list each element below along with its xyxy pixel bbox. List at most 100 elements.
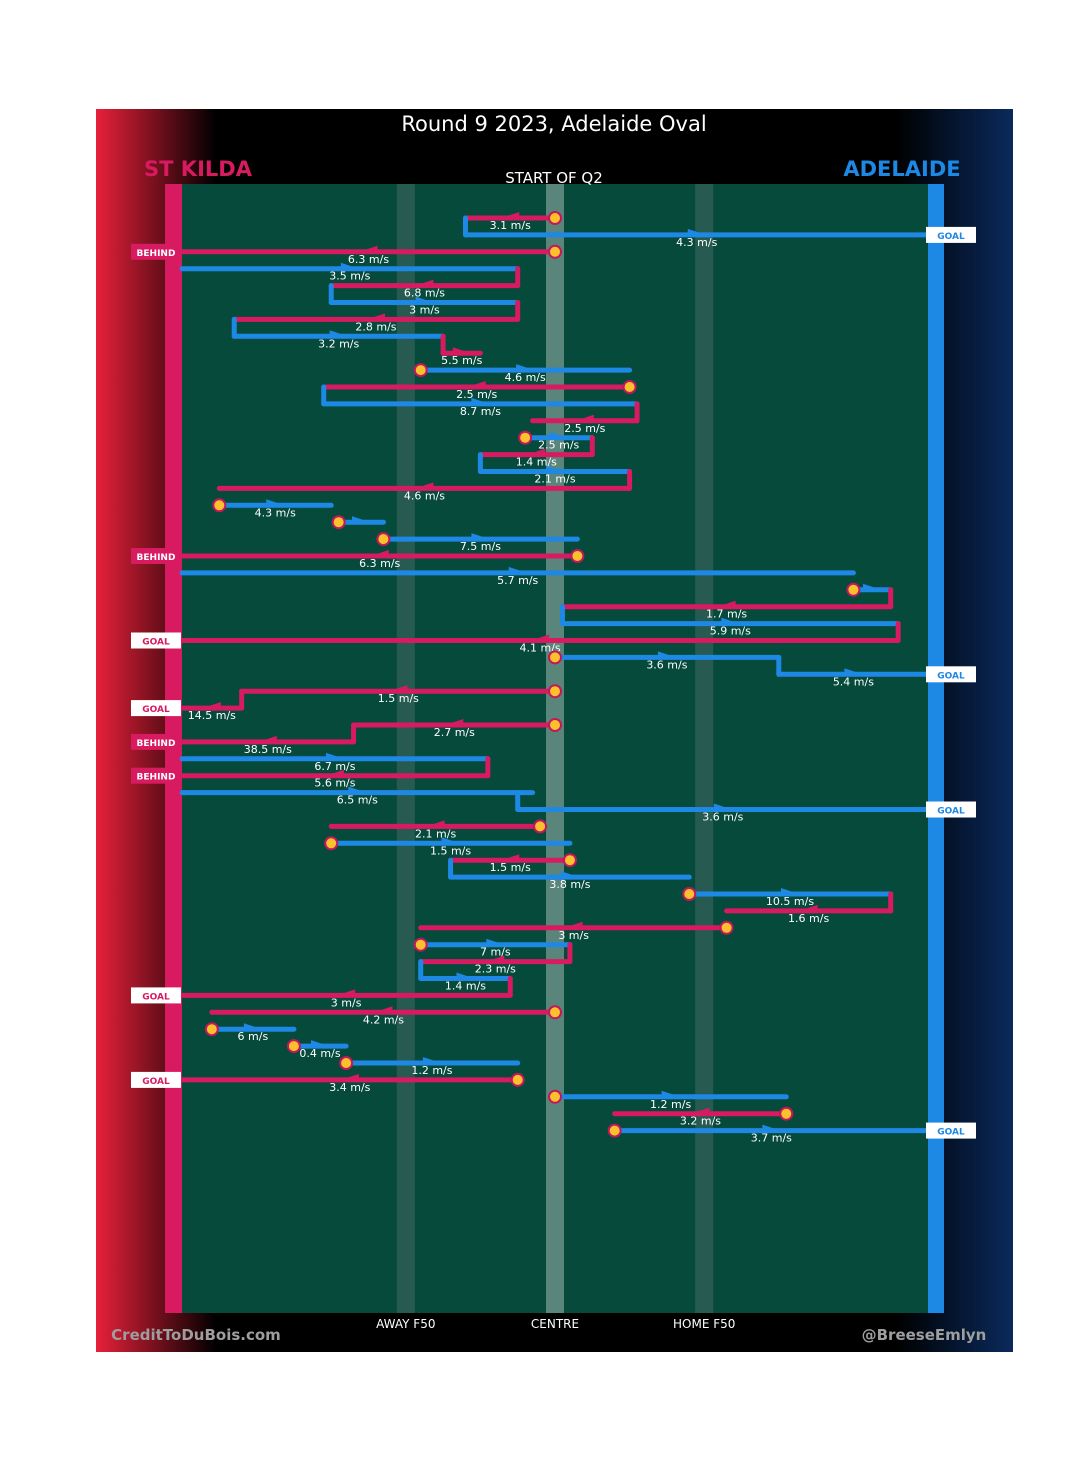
speed-label-53: 3.2 m/s <box>680 1115 721 1128</box>
direction-arrow-32 <box>325 752 344 760</box>
direction-arrow-44 <box>486 955 505 963</box>
speed-label-30: 2.7 m/s <box>434 726 475 739</box>
start-marker-38 <box>562 853 577 868</box>
speed-label-31: 38.5 m/s <box>244 743 292 756</box>
field-line-1 <box>546 184 564 1313</box>
field-lines <box>396 184 714 1313</box>
chains <box>179 212 931 1134</box>
direction-arrow-12 <box>575 414 594 422</box>
speed-label-0: 3.1 m/s <box>490 219 531 232</box>
speed-label-12: 2.5 m/s <box>564 422 605 435</box>
direction-arrow-21 <box>508 566 527 574</box>
speed-label-45: 1.4 m/s <box>445 980 486 993</box>
speed-label-8: 5.5 m/s <box>441 354 482 367</box>
direction-arrow-7 <box>329 330 348 338</box>
speed-label-40: 10.5 m/s <box>766 895 814 908</box>
direction-arrow-16 <box>415 482 434 490</box>
start-marker-20 <box>570 549 585 563</box>
result-label-29: GOAL <box>142 705 170 715</box>
result-badges: GOAL BEHIND BEHIND GOAL GOAL GOAL BEHIND BEHIND… <box>131 226 976 1139</box>
chart-title: Round 9 2023, Adelaide Oval <box>401 112 706 136</box>
start-marker-0 <box>548 211 562 225</box>
credit-right: @BreeseEmlyn <box>862 1326 987 1344</box>
speed-label-34: 6.5 m/s <box>337 794 378 807</box>
field-line-2 <box>695 184 714 1313</box>
speed-label-36: 2.1 m/s <box>415 827 456 840</box>
speed-label-54: 3.7 m/s <box>751 1132 792 1145</box>
direction-arrow-41 <box>799 904 818 912</box>
speed-label-23: 1.7 m/s <box>706 608 747 621</box>
result-badge-31 <box>131 733 181 750</box>
direction-arrow-37 <box>441 837 460 845</box>
speed-label-50: 1.2 m/s <box>411 1064 452 1077</box>
result-label-46: GOAL <box>142 992 170 1002</box>
speed-label-35: 3.6 m/s <box>702 811 743 824</box>
speed-label-51: 3.4 m/s <box>329 1081 370 1094</box>
result-badge-2 <box>131 243 181 260</box>
result-badge-25 <box>131 632 181 649</box>
start-marker-10 <box>622 380 637 394</box>
adelaide-goal-line <box>928 184 944 1313</box>
direction-arrow-23 <box>717 600 736 608</box>
speed-label-19: 7.5 m/s <box>460 540 501 553</box>
result-label-27: GOAL <box>937 671 965 681</box>
direction-arrow-18 <box>352 516 371 524</box>
speed-label-28: 1.5 m/s <box>378 692 419 705</box>
result-label-2: BEHIND <box>137 249 176 259</box>
start-marker-48 <box>204 1022 219 1037</box>
direction-arrow-20 <box>370 550 389 557</box>
speed-label-29: 14.5 m/s <box>188 709 236 722</box>
start-marker-28 <box>548 684 562 699</box>
direction-arrow-40 <box>780 888 799 895</box>
result-badge-35 <box>926 801 976 818</box>
direction-arrow-43 <box>486 938 505 946</box>
result-label-35: GOAL <box>937 807 965 817</box>
start-marker-50 <box>339 1056 354 1070</box>
direction-arrow-25 <box>531 634 550 642</box>
start-marker-2 <box>548 244 562 259</box>
direction-arrow-22 <box>863 583 882 591</box>
speed-label-46: 3 m/s <box>331 996 362 1009</box>
period-label: START OF Q2 <box>505 169 603 187</box>
start-marker-51 <box>510 1072 525 1087</box>
result-badge-27 <box>926 666 976 683</box>
result-badge-54 <box>926 1122 976 1139</box>
direction-arrow-52 <box>661 1090 680 1098</box>
direction-arrow-1 <box>687 228 706 236</box>
speed-label-6: 2.8 m/s <box>355 320 396 333</box>
direction-arrow-0 <box>501 212 520 219</box>
start-marker-47 <box>548 1005 562 1020</box>
direction-arrow-27 <box>844 668 863 676</box>
direction-arrow-39 <box>560 871 579 879</box>
start-marker-43 <box>413 937 428 952</box>
speed-label-26: 3.6 m/s <box>646 658 687 671</box>
direction-arrow-14 <box>527 448 546 456</box>
speed-label-5: 3 m/s <box>409 304 440 317</box>
result-label-51: GOAL <box>142 1077 170 1087</box>
direction-arrow-29 <box>202 702 221 710</box>
speed-label-20: 6.3 m/s <box>359 557 400 570</box>
direction-arrow-11 <box>471 397 490 405</box>
speed-label-17: 4.3 m/s <box>255 506 296 519</box>
direction-arrow-4 <box>415 279 434 287</box>
start-marker-17 <box>212 498 227 513</box>
speed-label-27: 5.4 m/s <box>833 675 874 688</box>
x-axis: AWAY F50 CENTRE HOME F50 <box>376 1317 735 1331</box>
direction-arrow-50 <box>422 1057 441 1064</box>
speed-label-2: 6.3 m/s <box>348 253 389 266</box>
result-label-31: BEHIND <box>137 739 176 749</box>
direction-arrow-47 <box>374 1006 393 1014</box>
direction-arrow-42 <box>564 921 583 929</box>
start-marker-54 <box>607 1123 622 1138</box>
direction-arrow-45 <box>456 972 475 980</box>
speed-label-15: 2.1 m/s <box>534 473 575 486</box>
start-marker-40 <box>682 887 697 901</box>
direction-arrow-19 <box>471 533 490 541</box>
direction-arrow-6 <box>366 313 385 321</box>
result-badge-1 <box>926 226 976 243</box>
direction-arrow-3 <box>340 262 359 270</box>
direction-arrow-15 <box>546 465 564 473</box>
speed-label-21: 5.7 m/s <box>497 574 538 587</box>
start-marker-36 <box>533 819 548 834</box>
speed-label-33: 5.6 m/s <box>314 777 355 790</box>
